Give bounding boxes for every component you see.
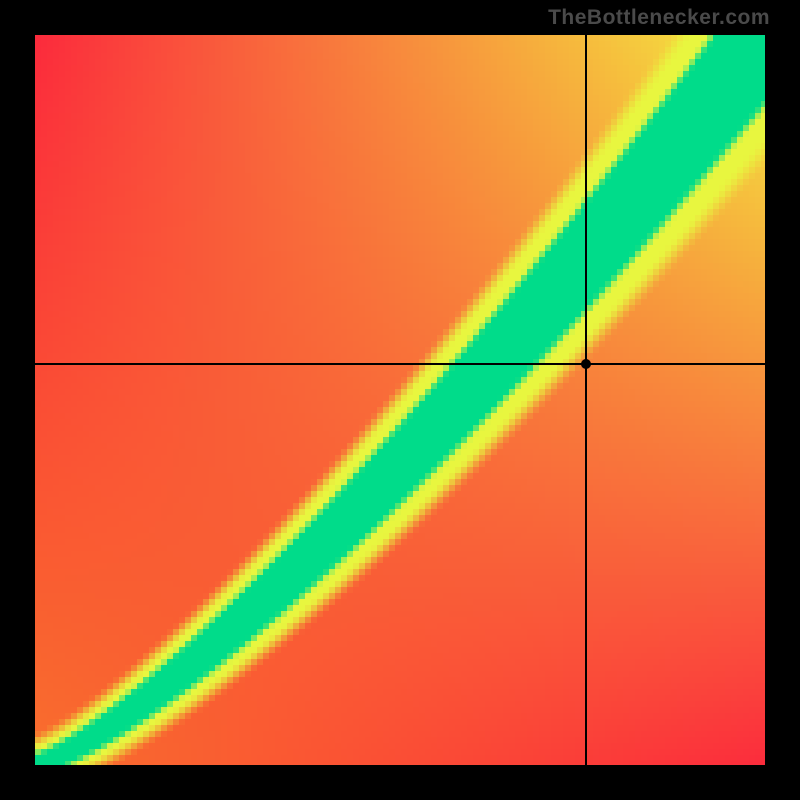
- selection-marker: [581, 359, 591, 369]
- watermark-text: TheBottlenecker.com: [548, 6, 770, 30]
- crosshair-vertical: [585, 35, 587, 765]
- bottleneck-heatmap: [35, 35, 765, 765]
- crosshair-horizontal: [35, 363, 765, 365]
- heatmap-container: [35, 35, 765, 765]
